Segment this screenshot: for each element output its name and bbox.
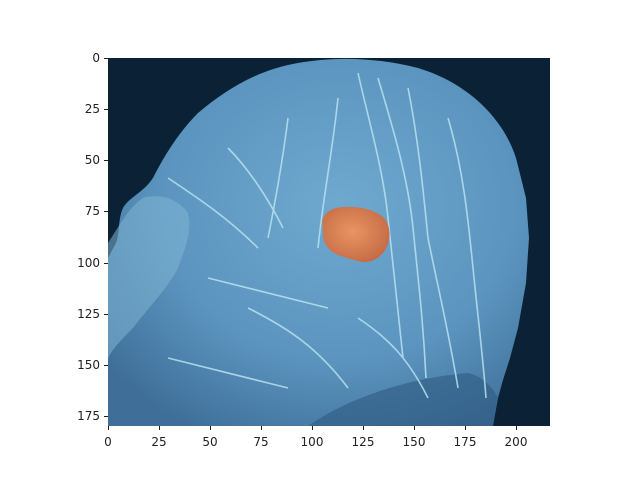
tumor-segmentation [322, 206, 390, 263]
ytick-label-125: 125 [77, 307, 100, 321]
ytick-mark-0 [104, 58, 108, 59]
xtick-mark-175 [465, 426, 466, 430]
vessel-lines [167, 72, 487, 399]
ytick-mark-150 [104, 365, 108, 366]
xtick-label-75: 75 [253, 435, 269, 449]
xtick-mark-150 [414, 426, 415, 430]
face-region [108, 196, 190, 358]
ytick-mark-125 [104, 314, 108, 315]
xtick-label-175: 175 [453, 435, 477, 449]
xtick-mark-0 [108, 426, 109, 430]
ytick-label-175: 175 [77, 409, 100, 423]
xtick-label-50: 50 [202, 435, 218, 449]
ytick-label-0: 0 [92, 51, 100, 65]
xtick-label-150: 150 [402, 435, 426, 449]
xtick-mark-25 [159, 426, 160, 430]
image-axes [108, 58, 550, 426]
xtick-label-25: 25 [151, 435, 167, 449]
ytick-label-50: 50 [84, 153, 100, 167]
xtick-label-0: 0 [104, 435, 112, 449]
ytick-mark-100 [104, 263, 108, 264]
ytick-label-25: 25 [84, 102, 100, 116]
xtick-label-200: 200 [504, 435, 528, 449]
xtick-mark-125 [363, 426, 364, 430]
ytick-mark-175 [104, 416, 108, 417]
xtick-mark-100 [312, 426, 313, 430]
mri-image [108, 58, 550, 426]
ytick-label-150: 150 [77, 358, 100, 372]
ytick-label-75: 75 [84, 204, 100, 218]
ytick-mark-50 [104, 160, 108, 161]
xtick-label-125: 125 [351, 435, 375, 449]
xtick-mark-75 [261, 426, 262, 430]
xtick-mark-200 [516, 426, 517, 430]
ytick-label-100: 100 [77, 256, 100, 270]
xtick-mark-50 [210, 426, 211, 430]
xtick-label-100: 100 [300, 435, 324, 449]
ytick-mark-25 [104, 109, 108, 110]
neck-region [308, 373, 498, 426]
ytick-mark-75 [104, 211, 108, 212]
